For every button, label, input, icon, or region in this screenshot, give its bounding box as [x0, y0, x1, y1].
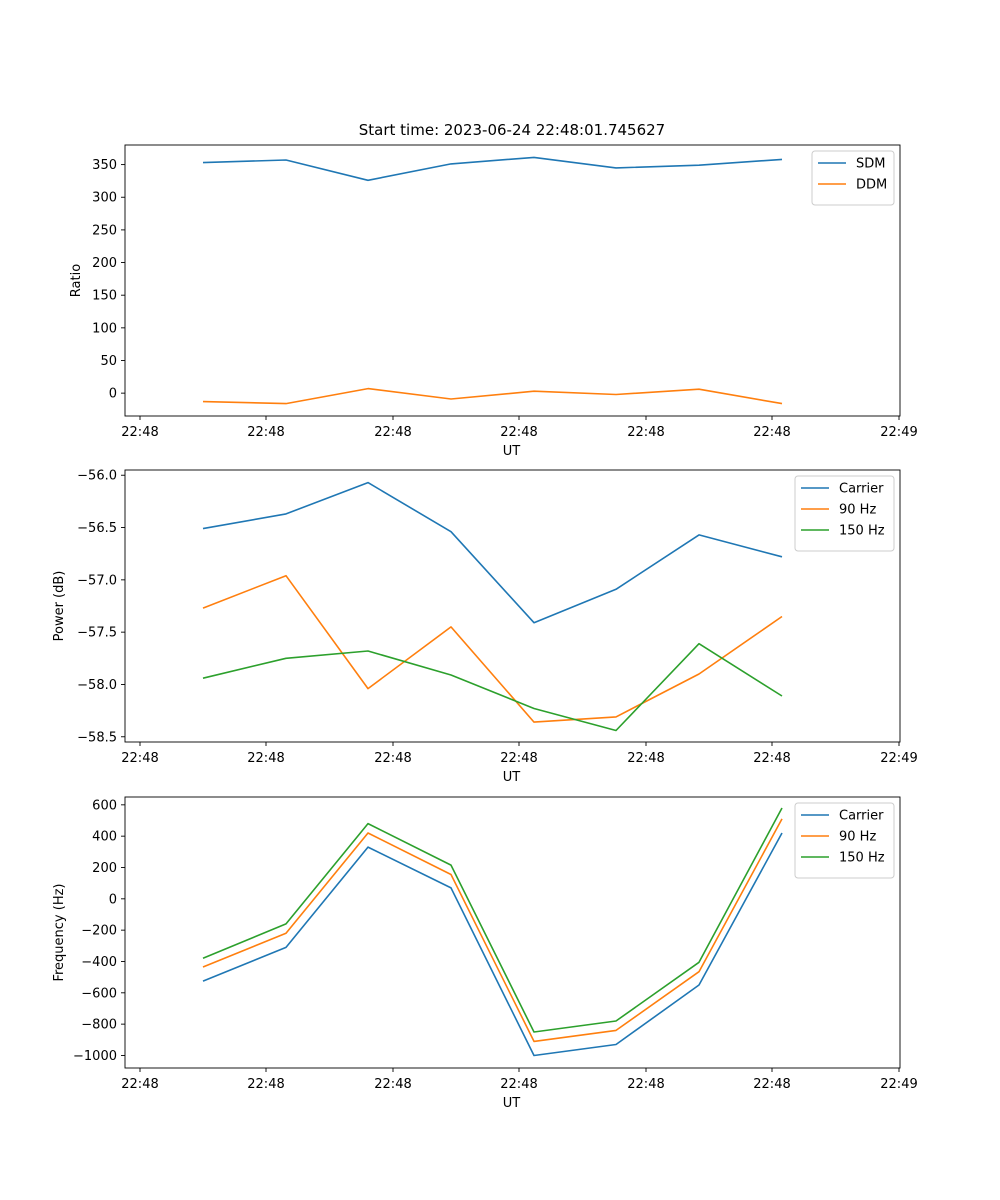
y-tick-label: −600: [81, 986, 117, 1001]
legend-label: 90 Hz: [839, 503, 876, 518]
x-tick-label: 22:48: [121, 425, 158, 440]
y-tick-label: 350: [92, 158, 117, 173]
y-tick-label: 0: [109, 387, 117, 402]
x-axis-label: UT: [503, 770, 521, 785]
y-tick-label: 250: [92, 223, 117, 238]
legend: Carrier 90 Hz 150 Hz: [794, 475, 895, 552]
x-tick-label: 22:48: [753, 425, 790, 440]
legend: Carrier 90 Hz 150 Hz: [794, 802, 895, 879]
axes-frame: [124, 469, 901, 743]
y-tick-label: 50: [100, 354, 117, 369]
x-tick-label: 22:48: [627, 751, 664, 766]
y-tick-label: 100: [92, 321, 117, 336]
x-tick-label: 22:48: [500, 751, 537, 766]
legend-label: SDM: [856, 157, 885, 172]
subplot-2: 22:48 22:48 22:48 22:48 22:48 22:48 22:49 UT −56…: [52, 469, 918, 785]
y-tick-label: 200: [92, 256, 117, 271]
y-tick-label: 0: [109, 892, 117, 907]
legend-box: [811, 150, 895, 206]
y-tick-label: −56.0: [77, 469, 117, 484]
series-line-ddm: [202, 387, 783, 405]
x-tick-label: 22:48: [374, 425, 411, 440]
x-axis-label: UT: [503, 1096, 521, 1111]
y-tick-label: −58.0: [77, 678, 117, 693]
y-tick-label: −57.5: [77, 626, 117, 641]
y-tick-label: −57.0: [77, 573, 117, 588]
x-tick-label: 22:49: [880, 751, 917, 766]
legend-label: Carrier: [839, 809, 884, 824]
y-tick-label: 300: [92, 191, 117, 206]
legend-label: 150 Hz: [839, 524, 885, 539]
y-axis-label: Frequency (Hz): [52, 883, 67, 981]
series-line-90-hz: [202, 818, 783, 1043]
x-tick-label: 22:48: [500, 1077, 537, 1092]
legend-box: [794, 802, 895, 879]
figure-title: Start time: 2023-06-24 22:48:01.745627: [359, 121, 665, 139]
legend-box: [794, 475, 895, 552]
axes-frame: [124, 796, 901, 1069]
legend-label: Carrier: [839, 482, 884, 497]
x-tick-label: 22:48: [374, 751, 411, 766]
y-tick-label: 200: [92, 861, 117, 876]
x-tick-label: 22:48: [121, 1077, 158, 1092]
series-line-150-hz: [202, 807, 783, 1033]
legend-label: DDM: [856, 178, 887, 193]
y-tick-label: −56.5: [77, 521, 117, 536]
x-tick-label: 22:48: [500, 425, 537, 440]
legend: SDM DDM: [811, 150, 895, 206]
legend-label: 150 Hz: [839, 851, 885, 866]
x-tick-label: 22:48: [247, 425, 284, 440]
y-tick-label: 400: [92, 830, 117, 845]
legend-label: 90 Hz: [839, 830, 876, 845]
x-tick-label: 22:48: [247, 1077, 284, 1092]
x-tick-label: 22:48: [247, 751, 284, 766]
series-line-150-hz: [202, 642, 783, 732]
x-tick-label: 22:48: [753, 1077, 790, 1092]
x-tick-label: 22:48: [374, 1077, 411, 1092]
series-line-sdm: [202, 156, 783, 182]
y-tick-label: −400: [81, 955, 117, 970]
axes-frame: [124, 144, 901, 417]
y-axis-label: Power (dB): [52, 571, 67, 642]
y-tick-label: −1000: [73, 1049, 117, 1064]
y-tick-label: −58.5: [77, 730, 117, 745]
y-tick-label: −800: [81, 1018, 117, 1033]
x-tick-label: 22:49: [880, 425, 917, 440]
series-line-90-hz: [202, 574, 783, 723]
series-line-carrier: [202, 481, 783, 624]
x-tick-label: 22:48: [753, 751, 790, 766]
x-tick-label: 22:49: [880, 1077, 917, 1092]
x-tick-label: 22:48: [627, 1077, 664, 1092]
subplot-3: 22:48 22:48 22:48 22:48 22:48 22:48 22:49 UT 600…: [52, 796, 918, 1111]
y-tick-label: −200: [81, 924, 117, 939]
x-tick-label: 22:48: [627, 425, 664, 440]
series-line-carrier: [202, 832, 783, 1057]
subplot-1: 22:48 22:48 22:48 22:48 22:48 22:48 22:49 UT 0 50…: [69, 144, 918, 459]
x-axis-label: UT: [503, 444, 521, 459]
x-tick-label: 22:48: [121, 751, 158, 766]
y-axis-label: Ratio: [69, 264, 84, 297]
y-tick-label: 150: [92, 289, 117, 304]
y-tick-label: 600: [92, 798, 117, 813]
